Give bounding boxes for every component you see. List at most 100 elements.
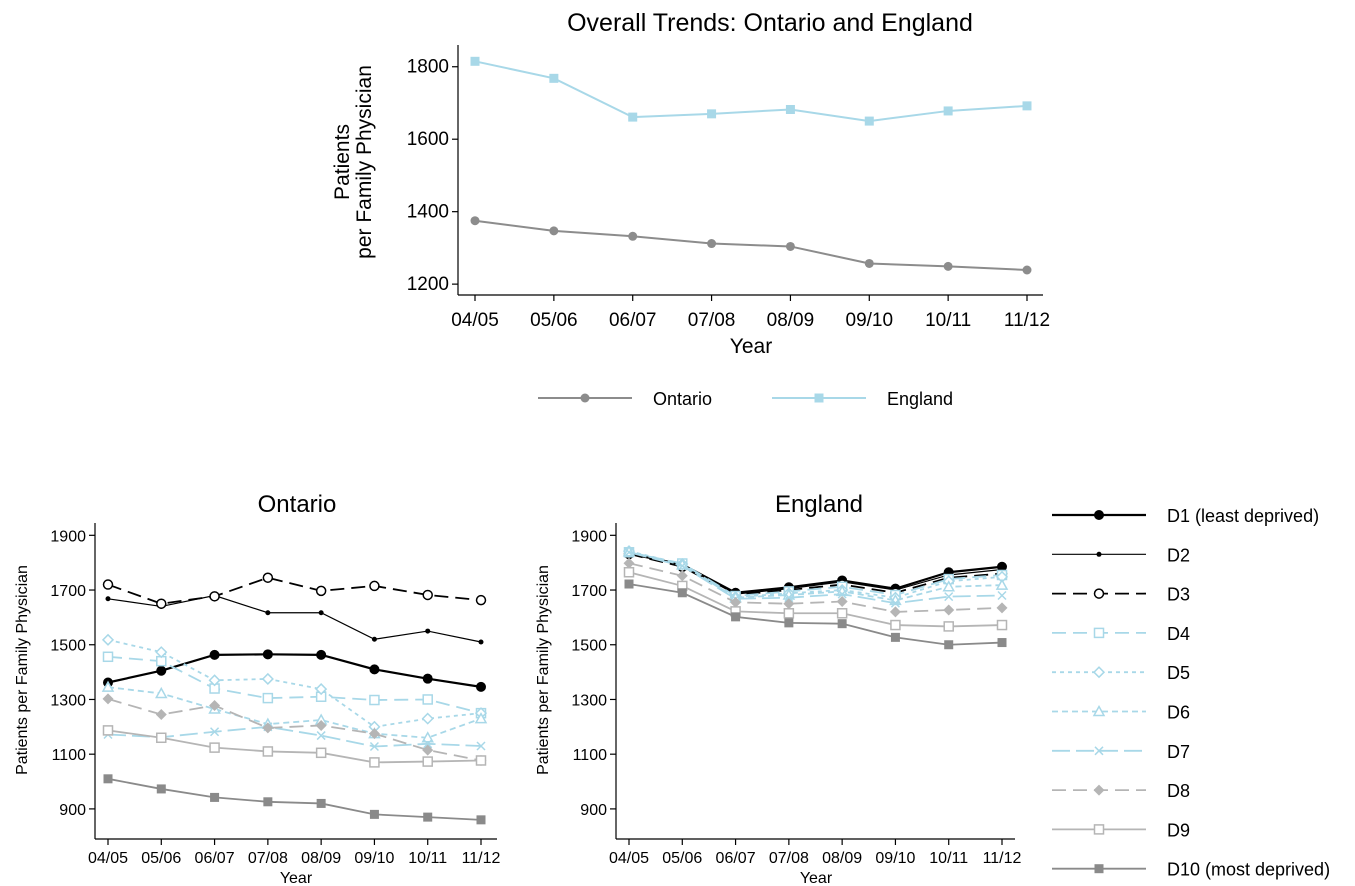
series-line-10 [628, 583, 1003, 646]
data-point [475, 755, 487, 766]
axes: 900 1100 1300 1500 1700 1900 04/05 05/06 06/07 07… [571, 523, 1022, 867]
data-point [318, 610, 324, 616]
chart-title: Ontario [258, 491, 337, 518]
x-tick-label: 08/09 [767, 310, 815, 331]
legend-label: D3 [1167, 585, 1190, 605]
data-point [997, 590, 1007, 601]
x-tick-label: 09/10 [846, 310, 894, 331]
series-line-7 [107, 725, 482, 748]
data-point [425, 628, 431, 634]
legend-label: D6 [1167, 703, 1190, 723]
england-deciles-chart: England Patients per Family Physician Ye… [535, 491, 1022, 886]
x-tick-label: 09/10 [875, 850, 915, 867]
data-point [944, 592, 954, 602]
x-tick-label: 05/06 [662, 850, 702, 867]
data-point [315, 683, 328, 696]
data-point [996, 619, 1008, 631]
data-point [262, 722, 274, 734]
x-tick-label: 04/05 [451, 310, 499, 331]
series-line-4 [107, 655, 482, 715]
data-point [707, 239, 717, 249]
legend-swatch-marker [1096, 551, 1102, 557]
data-point [943, 106, 953, 116]
overall-trends-chart: Overall Trends: Ontario and England Pati… [331, 9, 1050, 409]
data-point [101, 633, 115, 646]
data-point [623, 557, 635, 569]
legend-swatch-marker [1092, 704, 1106, 717]
data-point [156, 598, 167, 609]
data-point [677, 588, 687, 598]
data-point [944, 640, 954, 650]
series-line-1 [474, 219, 1028, 271]
data-point [942, 580, 955, 592]
data-point [265, 610, 271, 616]
data-point [784, 593, 794, 603]
data-point [371, 636, 377, 642]
decile-legend: D1 (least deprived) D2 D3 D4 D5 D6 D7 D8 D9 D10 (… [1052, 506, 1330, 880]
data-point [369, 664, 380, 675]
data-point [837, 589, 847, 599]
y-tick-label: 1500 [50, 638, 86, 655]
data-point [315, 747, 327, 759]
data-point [476, 681, 486, 692]
data-point [997, 638, 1007, 648]
legend-label: D1 (least deprived) [1167, 506, 1319, 526]
x-tick-label: 07/08 [248, 850, 288, 867]
data-point [478, 639, 484, 645]
series-line-3 [107, 576, 482, 605]
data-point [316, 798, 326, 808]
x-tick-label: 06/07 [609, 310, 657, 331]
series-lines [101, 572, 488, 825]
data-point [102, 651, 114, 663]
y-tick-label: 1400 [407, 202, 449, 223]
x-tick-label: 04/05 [609, 850, 649, 867]
legend-label: D5 [1167, 663, 1190, 683]
x-axis-label: Year [280, 870, 313, 886]
series-line-2 [474, 60, 1028, 123]
data-point [421, 712, 434, 725]
data-point [156, 665, 167, 676]
data-point [369, 694, 380, 706]
data-point [476, 741, 486, 751]
y-tick-label: 1300 [50, 692, 86, 709]
data-point [155, 686, 168, 699]
data-point [624, 579, 634, 589]
data-point [102, 579, 114, 590]
data-point [783, 598, 795, 610]
x-tick-label: 06/07 [716, 850, 756, 867]
y-tick-label: 1900 [571, 528, 607, 545]
data-point [422, 694, 433, 705]
data-point [368, 728, 380, 740]
y-axis-label: Patients per Family Physician [14, 565, 31, 775]
data-point [156, 784, 166, 794]
x-tick-label: 10/11 [929, 850, 968, 867]
data-point [102, 725, 114, 736]
data-point [315, 585, 327, 597]
data-point [1022, 265, 1032, 275]
data-point [209, 742, 220, 753]
data-point [943, 261, 953, 271]
legend-label: D9 [1167, 820, 1190, 840]
data-point [423, 812, 433, 822]
data-point [785, 241, 795, 251]
data-point [422, 589, 433, 601]
x-tick-label: 11/12 [983, 850, 1022, 867]
data-point [549, 226, 559, 236]
x-tick-label: 08/09 [822, 850, 862, 867]
series-line-7 [628, 551, 1003, 605]
legend-swatch-marker [1094, 746, 1104, 756]
series-line-6 [628, 550, 1003, 602]
data-point [209, 591, 220, 602]
data-point [422, 744, 434, 756]
data-point [210, 792, 220, 802]
data-point [784, 618, 794, 628]
data-point [102, 693, 114, 705]
legend-swatch-marker [1093, 627, 1105, 639]
legend-label: D2 [1167, 545, 1190, 565]
chart-title: Overall Trends: Ontario and England [567, 9, 973, 37]
y-tick-label: 1800 [407, 57, 449, 78]
data-point [422, 756, 433, 767]
data-point [730, 596, 742, 608]
data-point [837, 619, 847, 629]
data-point [315, 719, 327, 731]
